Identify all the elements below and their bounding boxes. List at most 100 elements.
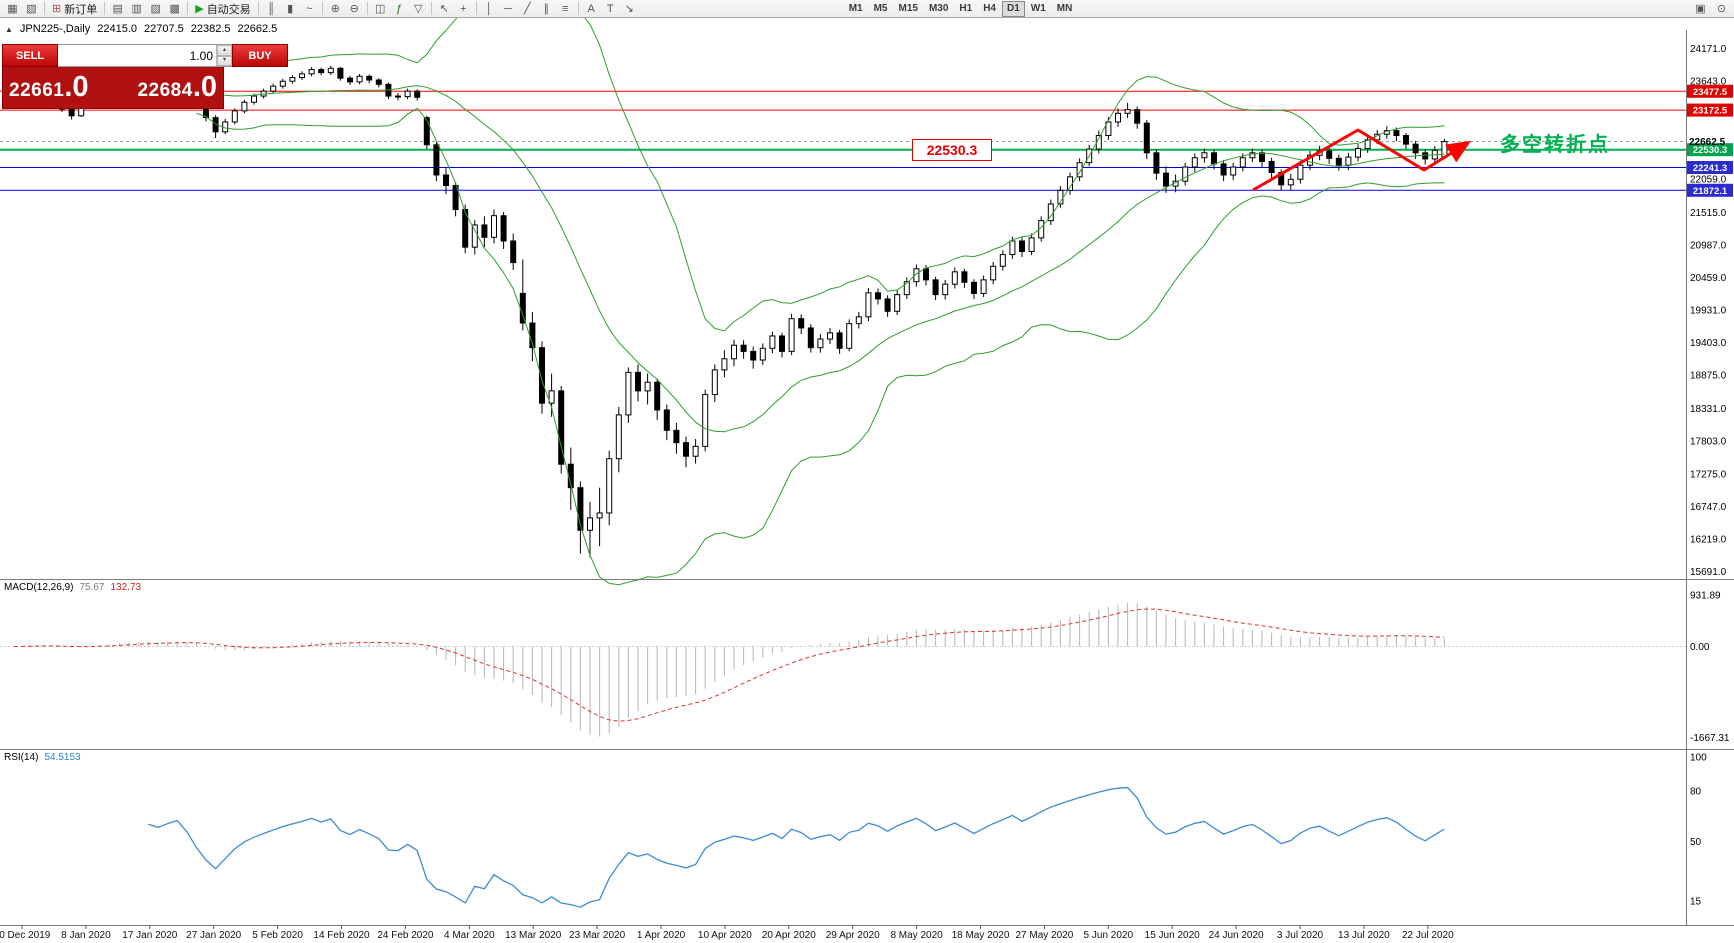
candlestick-chart-icon: ▮ (287, 2, 294, 15)
market-watch-icon[interactable]: ▤ (108, 1, 127, 17)
price-tick-label: 24171.0 (1690, 44, 1727, 55)
navigator-icon: ▨ (150, 2, 161, 15)
trend-zigzag-line[interactable] (1252, 128, 1472, 192)
bollinger-lower-band[interactable] (196, 107, 1445, 586)
toolbar-right-group: ▣ ⊙ (1691, 1, 1731, 17)
timeframe-m30[interactable]: M30 (924, 1, 953, 17)
symbol-title: JPN225-,Daily (19, 23, 91, 35)
zoom-out-icon[interactable]: ⊖ (345, 1, 364, 17)
cursor-icon: ↖ (439, 2, 449, 15)
rsi-axis-label: 100 (1690, 753, 1707, 764)
line-chart-icon[interactable]: ~ (300, 1, 319, 17)
templates-icon[interactable]: ▽ (409, 1, 428, 17)
price-badge (1687, 143, 1733, 157)
timeframe-h4-label: H4 (983, 3, 996, 14)
equidistant-channel-icon: ∥ (543, 2, 549, 15)
one-click-collapse-arrow[interactable]: ▲ (5, 24, 13, 34)
timeframe-h4[interactable]: H4 (978, 1, 1001, 17)
rsi-axis-label: 15 (1690, 896, 1702, 907)
macd-indicator-label: MACD(12,26,9) 75.67 132.73 (4, 582, 141, 593)
new-chart-icon: ▦ (7, 2, 18, 15)
toolbar-separator (187, 2, 189, 15)
new-order-button[interactable]: ⊞ 新订单 (48, 1, 101, 17)
price-badge (1687, 161, 1733, 175)
timeframe-m5[interactable]: M5 (869, 1, 893, 17)
timeframe-m5-label: M5 (873, 3, 888, 14)
date-label: 24 Jun 2020 (1209, 930, 1264, 941)
price-chart[interactable]: 24171.0 23643.0 22059.0 21515.0 20987.0 20459… (0, 18, 1734, 943)
fibonacci-icon[interactable]: ≡ (556, 1, 575, 17)
data-window-icon[interactable]: ▥ (127, 1, 146, 17)
toolbar: ▦ ▧ ⊞ 新订单 ▤ ▥ ▨ ▩ ▶ 自动交易 ║ ▮ ~ ⊕ ⊖ ◫ ƒ ▽ ↖ + │ ─ ╱ ∥ ≡ A T ↘ M1 M5 M15… (0, 0, 1734, 18)
rsi-axis-label: 50 (1690, 837, 1702, 848)
bollinger-middle-band[interactable] (196, 85, 1445, 433)
date-label: 5 Jun 2020 (1084, 930, 1134, 941)
terminal-icon[interactable]: ▩ (165, 1, 184, 17)
price-tick-label: 19931.0 (1690, 306, 1727, 317)
bollinger-upper-band[interactable] (196, 18, 1445, 332)
timeframe-h1[interactable]: H1 (954, 1, 977, 17)
buy-button[interactable]: BUY (232, 44, 288, 67)
timeframe-mn[interactable]: MN (1052, 1, 1078, 17)
indicators-icon: ƒ (396, 2, 403, 15)
equidistant-channel-icon[interactable]: ∥ (537, 1, 556, 17)
date-label: 20 Apr 2020 (762, 930, 816, 941)
bar-chart-icon[interactable]: ║ (262, 1, 281, 17)
price-tick-label: 16219.0 (1690, 534, 1727, 545)
price-badge-label: 22241.3 (1693, 163, 1727, 174)
candlestick-chart-icon[interactable]: ▮ (281, 1, 300, 17)
zoom-out-icon: ⊖ (349, 2, 359, 15)
sell-button[interactable]: SELL (2, 44, 58, 67)
date-label: 17 Jan 2020 (122, 930, 177, 941)
vertical-line-icon[interactable]: │ (480, 1, 499, 17)
timeframe-m1[interactable]: M1 (844, 1, 868, 17)
turning-point-annotation[interactable]: 多空转折点 (1500, 134, 1610, 156)
volume-input[interactable] (58, 45, 216, 66)
timeframe-d1[interactable]: D1 (1002, 0, 1025, 17)
timeframe-w1-label: W1 (1030, 3, 1046, 14)
volume-down-button[interactable]: ▾ (217, 55, 232, 66)
navigator-icon[interactable]: ▨ (146, 1, 165, 17)
ohlc-close: 22662.5 (237, 23, 278, 35)
print-icon[interactable]: ▣ (1691, 1, 1710, 17)
vertical-line-icon: │ (485, 2, 493, 15)
zoom-in-icon[interactable]: ⊕ (326, 1, 345, 17)
crosshair-icon[interactable]: + (454, 1, 473, 17)
sell-price[interactable]: 22661.0 (9, 71, 89, 103)
text-label-icon[interactable]: T (601, 1, 620, 17)
cursor-icon[interactable]: ↖ (435, 1, 454, 17)
price-badge-label: 23172.5 (1693, 106, 1728, 117)
line-chart-icon: ~ (305, 2, 313, 15)
trendline-icon[interactable]: ╱ (518, 1, 537, 17)
horizontal-line-icon[interactable]: ─ (499, 1, 518, 17)
volume-up-button[interactable]: ▴ (217, 45, 232, 56)
profiles-icon[interactable]: ▧ (22, 1, 41, 17)
date-label: 3 Jul 2020 (1277, 930, 1324, 941)
one-click-prices: 22661.0 22684.0 (2, 67, 224, 109)
ohlc-low: 22382.5 (190, 23, 231, 35)
arrows-icon[interactable]: ↘ (620, 1, 639, 17)
price-level-label[interactable]: 22530.3 (912, 139, 992, 161)
price-tick-label: 23643.0 (1690, 77, 1727, 88)
date-label: 15 Jun 2020 (1145, 930, 1200, 941)
profiles-icon: ▧ (26, 2, 37, 15)
auto-trading-icon: ▶ (195, 2, 204, 15)
price-tick-label: 17275.0 (1690, 469, 1727, 480)
search-icon[interactable]: ⊙ (1712, 1, 1731, 17)
tile-windows-icon: ◫ (374, 2, 386, 15)
timeframe-h1-label: H1 (959, 3, 973, 14)
new-chart-icon[interactable]: ▦ (3, 1, 22, 17)
auto-trading-button-label: 自动交易 (206, 3, 251, 16)
one-click-trading-panel: SELL ▴ ▾ BUY 22661.0 22684.0 (2, 44, 288, 109)
horizontal-line-icon: ─ (504, 2, 513, 15)
fibonacci-icon: ≡ (561, 2, 569, 15)
indicators-icon[interactable]: ƒ (390, 1, 409, 17)
text-icon[interactable]: A (582, 1, 601, 17)
timeframe-w1[interactable]: W1 (1026, 1, 1051, 17)
timeframe-m1-label: M1 (848, 3, 863, 14)
auto-trading-button[interactable]: ▶ 自动交易 (191, 1, 254, 17)
tile-windows-icon[interactable]: ◫ (371, 1, 390, 17)
price-tick-label: 21515.0 (1690, 208, 1727, 219)
buy-price[interactable]: 22684.0 (137, 71, 217, 103)
timeframe-m15[interactable]: M15 (894, 1, 923, 17)
